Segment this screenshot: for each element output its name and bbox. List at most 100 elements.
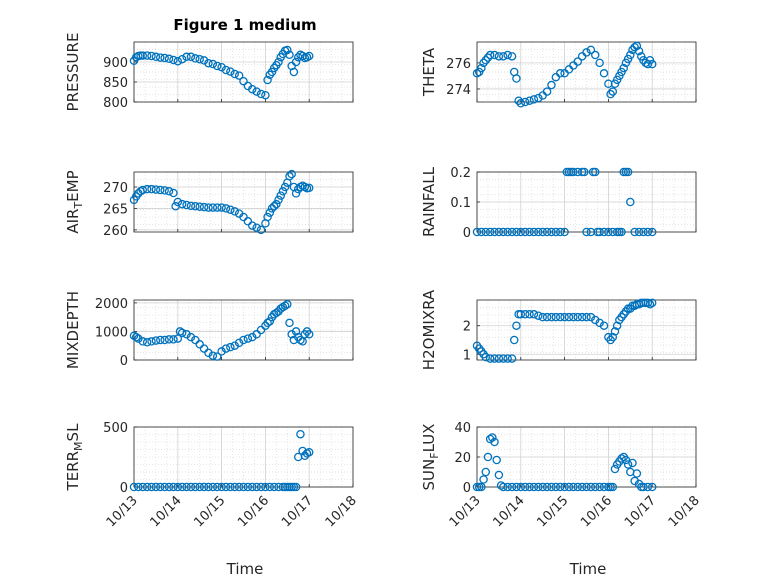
x-tick-label: 10/15 [191,493,228,530]
data-point [577,52,587,61]
data-point [551,227,561,237]
x-tick-label: 10/17 [622,493,659,530]
axes-box [476,426,697,488]
data-point [586,312,596,322]
data-point [274,195,283,205]
data-point [573,482,582,492]
y-tick-label: 0 [120,354,128,369]
data-point [525,96,534,105]
data-point [634,227,644,237]
data-point [490,227,499,237]
data-point [199,482,209,492]
data-point [248,84,257,94]
subplot-h2omixra: 1 2 H2OMIXRA [420,289,697,370]
data-point [507,482,517,492]
data-point [520,227,530,237]
data-point [485,354,495,363]
data-point [278,302,288,312]
data-point [608,482,618,492]
data-point [485,227,495,237]
data-point [490,354,499,363]
subplot-mixdepth: 0 1000 2000 MIXDEPTH [64,291,354,369]
data-point [285,50,294,60]
data-point [481,227,491,237]
data-point [173,482,183,492]
data-point [230,207,239,216]
data-point [160,335,169,345]
y-tick-label: 0 [120,481,128,496]
data-point [186,482,196,492]
y-tick-label: 0 [463,481,471,496]
subplot-pressure: 800 850 900 PRESSURE [64,33,354,111]
y-tick-label: 276 [446,57,471,72]
data-point [177,482,187,492]
data-point [525,227,534,237]
data-point [472,227,482,237]
subplot-terr-sl: 0 500 10/13 10/14 10/15 10/16 10/17 10/18 TERRMS… [64,421,360,530]
data-point [582,48,591,57]
y-axis-label: SUNFLUX [420,424,441,491]
data-point [630,227,639,237]
data-point [479,475,488,484]
data-point [610,327,620,336]
data-point [156,185,165,195]
x-tick-label: 10/15 [534,493,571,530]
data-point [217,347,226,356]
data-point [488,433,497,442]
data-point [138,51,148,60]
y-axis-label: THETA [420,47,438,97]
data-point [643,482,653,492]
data-point [547,227,556,237]
data-point [204,348,213,358]
data-point [534,311,543,320]
data-point [252,223,261,232]
x-tick-label: 10/14 [491,493,528,530]
data-point [276,304,285,313]
data-point [291,482,301,492]
data-point [208,351,218,360]
data-point [164,187,174,196]
data-point [586,45,596,55]
data-point [221,204,231,213]
data-point [632,41,642,51]
data-point [304,183,314,193]
x-tick-label: 10/14 [148,493,185,530]
data-point [582,482,591,492]
data-point [569,482,578,492]
data-point [525,482,534,492]
data-point [304,447,314,457]
data-point [499,482,508,492]
data-point [265,482,275,492]
y-tick-label: 40 [454,421,471,436]
data-point [538,227,547,237]
data-point [280,182,290,192]
data-point [221,482,231,492]
data-point [643,227,653,237]
data-point [248,332,257,342]
data-point [256,325,266,335]
x-tick-label: 10/13 [447,493,484,530]
data-point [599,321,609,330]
data-point [525,310,534,319]
data-point [191,202,200,211]
data-point [261,482,270,492]
data-point [560,312,569,322]
data-point [129,482,139,492]
data-point [490,437,499,447]
data-point [632,469,642,478]
data-point [623,460,633,469]
subplot-rainfall: 0 0.1 0.2 RAINFALL [420,166,697,241]
data-point [547,312,556,322]
data-point [199,56,209,65]
data-point [485,50,495,60]
data-point [138,482,148,492]
data-point [195,482,204,492]
data-point [263,75,272,85]
data-point [212,482,222,492]
data-point [647,227,657,237]
data-point [156,335,165,345]
x-tick-label: 10/16 [235,493,272,530]
data-point [151,52,161,62]
data-point [582,227,591,237]
y-tick-label: 270 [103,181,128,196]
